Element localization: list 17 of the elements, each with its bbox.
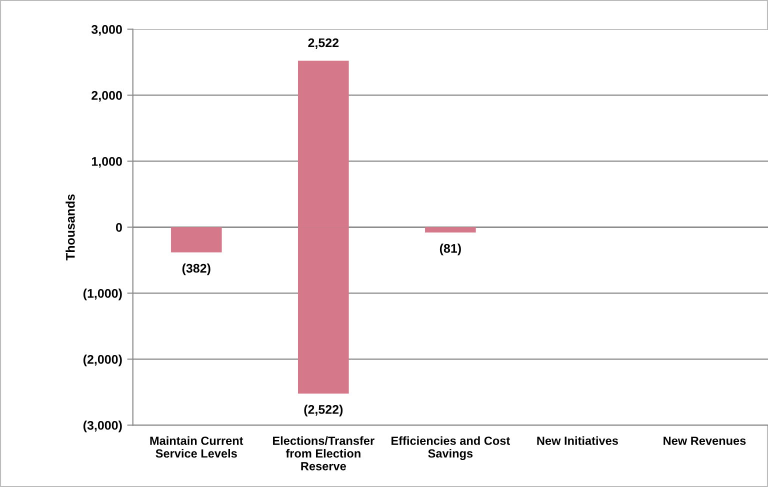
data-label: (2,522) xyxy=(304,404,343,416)
x-tick-label: New Initiatives xyxy=(537,436,618,445)
y-tick-label: (1,000) xyxy=(83,288,122,300)
y-axis-title: Thousands xyxy=(66,194,75,260)
x-tick-label: Efficiencies and Cost Savings xyxy=(392,436,510,460)
data-label: (382) xyxy=(182,264,210,276)
y-tick-label: (3,000) xyxy=(83,420,122,432)
y-tick-label: 1,000 xyxy=(92,157,122,168)
y-tick-label: 0 xyxy=(116,222,122,232)
y-tick-label: 3,000 xyxy=(91,25,122,36)
data-label: 2,522 xyxy=(308,38,339,49)
x-tick-label: Maintain Current Service Levels xyxy=(150,436,244,458)
x-tick-label: Elections/Transfer from Election Reserve xyxy=(273,436,374,470)
data-label: (81) xyxy=(440,244,461,256)
y-tick-label: (2,000) xyxy=(83,354,122,366)
x-tick-label: New Revenues xyxy=(664,436,746,445)
y-tick-label: 2,000 xyxy=(92,91,122,102)
